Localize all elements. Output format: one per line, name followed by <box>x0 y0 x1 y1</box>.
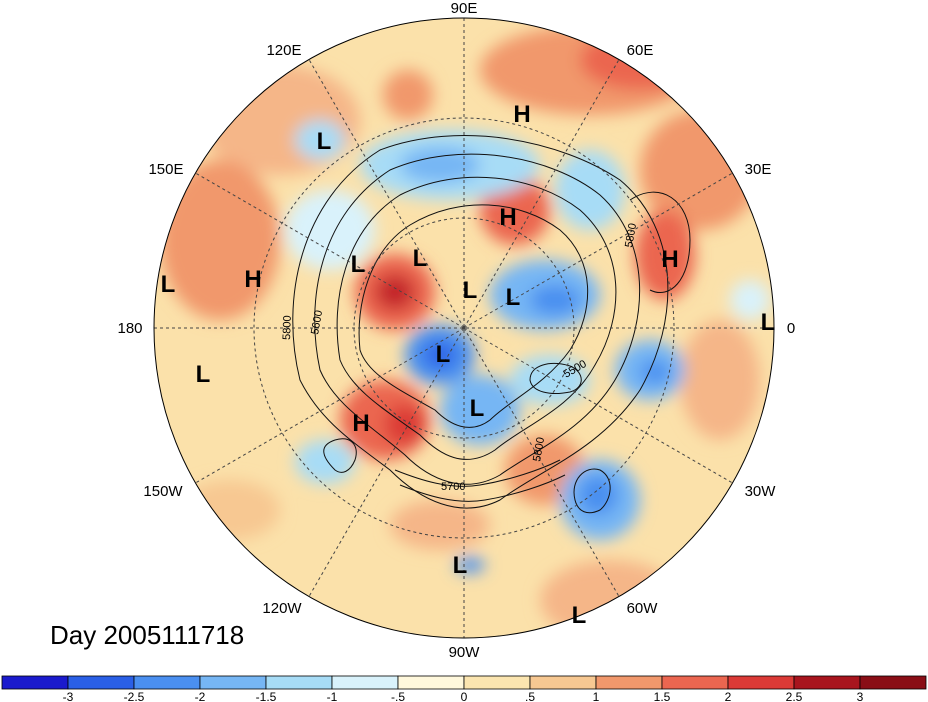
low-pressure-marker: L <box>761 309 776 336</box>
colorbar-tick-label: 1.5 <box>654 690 671 702</box>
high-pressure-marker: H <box>661 246 678 273</box>
colorbar-tick-label: -2 <box>195 690 206 702</box>
lon-label-180: 180 <box>117 320 142 337</box>
longitude-labels: 90E 120E 60E 150E 30E 180 0 150W 30W 120… <box>117 0 795 661</box>
pressure-centers: H L H L L H L L L H L L L H L L L <box>161 101 776 629</box>
colorbar-swatch <box>1 675 69 690</box>
contour-label: 5700 <box>441 481 465 493</box>
colorbar-tick-label: -3 <box>63 690 74 702</box>
colorbar-swatch <box>397 675 465 690</box>
lon-label-120e: 120E <box>266 42 301 59</box>
colorbar-tick-label: -1 <box>327 690 338 702</box>
low-pressure-marker: L <box>463 277 478 304</box>
graticule <box>154 18 774 638</box>
contour-label: 5600 <box>309 309 325 335</box>
colorbar: -3 -2.5 -2 -1.5 -1 -.5 0 .5 1 1.5 2 2.5 3 <box>1 675 927 702</box>
low-pressure-marker: L <box>351 251 366 278</box>
colorbar-swatch <box>595 675 663 690</box>
low-pressure-marker: L <box>413 245 428 272</box>
low-pressure-marker: L <box>506 284 521 311</box>
timestamp-label: Day 2005111718 <box>50 620 245 650</box>
low-pressure-marker: L <box>161 271 176 298</box>
lon-label-60e: 60E <box>627 42 654 59</box>
colorbar-tick-label: -.5 <box>391 690 405 702</box>
lon-label-30w: 30W <box>745 483 777 500</box>
low-pressure-marker: L <box>572 602 587 629</box>
map-boundary <box>153 17 775 639</box>
colorbar-swatch <box>529 675 597 690</box>
anomaly-field <box>154 18 774 638</box>
colorbar-tick-label: -1.5 <box>256 690 277 702</box>
high-pressure-marker: H <box>352 410 369 437</box>
colorbar-tick-label: -2.5 <box>124 690 145 702</box>
low-pressure-marker: L <box>436 341 451 368</box>
colorbar-swatch <box>133 675 201 690</box>
high-pressure-marker: H <box>244 266 261 293</box>
colorbar-swatch <box>661 675 729 690</box>
colorbar-tick-label: 2 <box>725 690 732 702</box>
colorbar-swatch <box>199 675 267 690</box>
lon-label-150w: 150W <box>143 483 183 500</box>
lon-label-120w: 120W <box>262 600 302 617</box>
lon-label-150e: 150E <box>148 161 183 178</box>
lon-label-30e: 30E <box>745 161 772 178</box>
lon-label-0: 0 <box>787 320 795 337</box>
colorbar-swatch <box>793 675 861 690</box>
lon-label-60w: 60W <box>627 600 659 617</box>
colorbar-swatch <box>331 675 399 690</box>
contour-label: 5800 <box>531 436 547 462</box>
colorbar-tick-label: 1 <box>593 690 600 702</box>
colorbar-swatch <box>727 675 795 690</box>
lon-label-90e: 90E <box>451 0 478 17</box>
colorbar-swatch <box>463 675 531 690</box>
height-contours <box>292 135 691 514</box>
colorbar-swatch <box>265 675 333 690</box>
colorbar-tick-label: .5 <box>525 690 535 702</box>
colorbar-swatch <box>67 675 135 690</box>
low-pressure-marker: L <box>317 128 332 155</box>
high-pressure-marker: H <box>513 101 530 128</box>
low-pressure-marker: L <box>196 361 211 388</box>
contour-label-group: 5800 5600 5800 5500 5800 5700 <box>281 222 639 493</box>
colorbar-tick-label: 3 <box>857 690 864 702</box>
colorbar-swatch <box>859 675 927 690</box>
low-pressure-marker: L <box>470 395 485 422</box>
high-pressure-marker: H <box>499 204 516 231</box>
colorbar-tick-label: 2.5 <box>786 690 803 702</box>
contour-label: 5800 <box>623 222 639 248</box>
lon-label-90w: 90W <box>449 644 481 661</box>
colorbar-tick-label: 0 <box>461 690 468 702</box>
low-pressure-marker: L <box>453 552 468 579</box>
